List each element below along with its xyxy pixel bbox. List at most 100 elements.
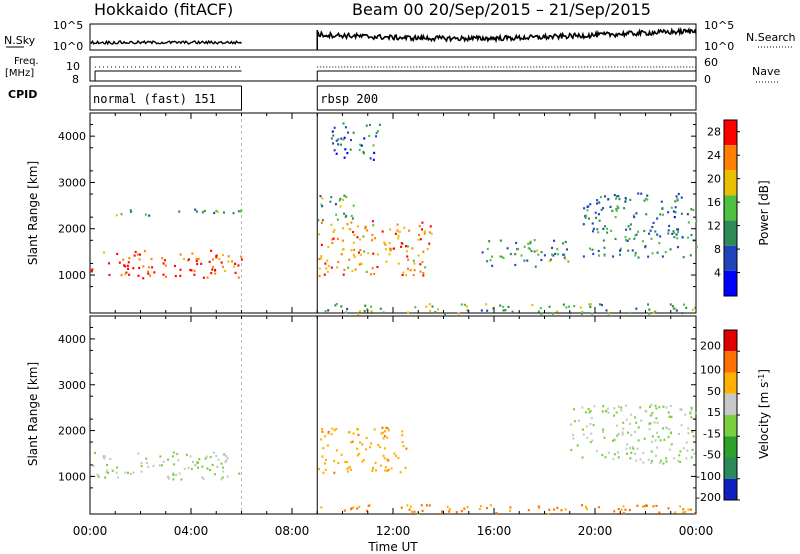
echo-cell bbox=[239, 210, 242, 213]
echo-cell bbox=[326, 444, 329, 447]
echo-cell bbox=[643, 437, 646, 440]
echo-cell bbox=[656, 431, 659, 434]
echo-cell bbox=[369, 157, 372, 160]
echo-cell bbox=[357, 312, 360, 316]
echo-cell bbox=[685, 441, 688, 444]
echo-cell bbox=[370, 305, 373, 308]
echo-cell bbox=[639, 406, 642, 409]
echo-cell bbox=[409, 505, 412, 508]
velocity-colorbar-cell bbox=[724, 330, 737, 352]
echo-cell bbox=[423, 232, 426, 235]
echo-cell bbox=[538, 506, 541, 509]
echo-cell bbox=[320, 506, 323, 509]
y-tick-label: 3000 bbox=[58, 379, 86, 392]
echo-cell bbox=[238, 472, 241, 475]
echo-cell bbox=[601, 453, 604, 457]
echo-cell bbox=[198, 458, 201, 461]
echo-cell bbox=[631, 249, 634, 252]
echo-cell bbox=[425, 305, 428, 308]
echo-cell bbox=[321, 197, 324, 200]
echo-cell bbox=[602, 239, 605, 242]
echo-cell bbox=[103, 455, 106, 458]
echo-cell bbox=[354, 268, 357, 271]
echo-cell bbox=[624, 404, 627, 407]
echo-cell bbox=[407, 311, 410, 314]
echo-cell bbox=[365, 436, 368, 440]
echo-cell bbox=[540, 250, 543, 254]
echo-cell bbox=[615, 197, 618, 200]
echo-cell bbox=[330, 196, 333, 199]
echo-cell bbox=[677, 459, 680, 463]
echo-cell bbox=[670, 443, 673, 446]
echo-cell bbox=[386, 469, 389, 473]
echo-cell bbox=[690, 233, 693, 237]
velocity-colorbar-cell bbox=[724, 372, 737, 394]
echo-cell bbox=[324, 435, 327, 438]
echo-cell bbox=[413, 269, 416, 272]
echo-cell bbox=[151, 266, 154, 269]
velocity-echoes bbox=[90, 403, 697, 516]
power-colorbar-cell bbox=[724, 245, 737, 271]
echo-cell bbox=[691, 308, 694, 311]
echo-cell bbox=[97, 475, 100, 478]
echo-cell bbox=[337, 461, 340, 465]
echo-cell bbox=[335, 427, 338, 430]
echo-cell bbox=[221, 466, 224, 469]
echo-cell bbox=[527, 242, 530, 246]
echo-cell bbox=[406, 267, 409, 270]
echo-cell bbox=[676, 237, 679, 240]
echo-cell bbox=[668, 428, 671, 431]
y-tick-label: 2000 bbox=[58, 425, 86, 438]
echo-cell bbox=[682, 447, 685, 450]
echo-cell bbox=[692, 435, 695, 438]
echo-cell bbox=[346, 467, 349, 470]
echo-cell bbox=[340, 453, 343, 456]
echo-cell bbox=[396, 223, 399, 226]
echo-cell bbox=[628, 508, 631, 512]
echo-cell bbox=[551, 246, 554, 250]
echo-cell bbox=[342, 227, 345, 230]
echo-cell bbox=[656, 233, 659, 236]
power-colorbar-frame bbox=[723, 119, 738, 297]
echo-cell bbox=[612, 255, 615, 258]
echo-cell bbox=[348, 228, 351, 231]
echo-cell bbox=[573, 420, 576, 423]
echo-cell bbox=[106, 463, 109, 467]
nsearch-label: N.Search bbox=[746, 31, 796, 44]
echo-cell bbox=[579, 306, 582, 309]
echo-cell bbox=[371, 220, 374, 223]
x-tick-label: 00:00 bbox=[73, 524, 108, 538]
echo-cell bbox=[617, 195, 620, 198]
echo-cell bbox=[332, 237, 335, 240]
colorbar-tick-label: -200 bbox=[696, 491, 721, 504]
echo-cell bbox=[664, 250, 667, 254]
echo-cell bbox=[346, 307, 349, 311]
echo-cell bbox=[592, 227, 595, 230]
echo-cell bbox=[129, 209, 132, 212]
echo-cell bbox=[372, 224, 375, 227]
echo-cell bbox=[448, 510, 451, 513]
echo-cell bbox=[352, 241, 355, 244]
echo-cell bbox=[237, 276, 240, 279]
echo-cell bbox=[182, 257, 185, 261]
echo-cell bbox=[428, 303, 431, 306]
x-tick-label: 20:00 bbox=[578, 524, 613, 538]
echo-cell bbox=[351, 217, 354, 220]
echo-cell bbox=[645, 197, 648, 200]
echo-cell bbox=[132, 267, 135, 270]
echo-cell bbox=[600, 303, 603, 307]
echo-cell bbox=[343, 268, 346, 272]
echo-cell bbox=[664, 426, 667, 429]
velocity-echo-region bbox=[569, 403, 697, 465]
echo-cell bbox=[401, 273, 404, 277]
echo-cell bbox=[384, 248, 387, 251]
echo-cell bbox=[615, 411, 618, 414]
echo-cell bbox=[210, 272, 213, 275]
echo-cell bbox=[411, 510, 414, 513]
echo-cell bbox=[652, 505, 655, 508]
echo-cell bbox=[650, 459, 653, 463]
echo-cell bbox=[616, 451, 619, 454]
echo-cell bbox=[363, 458, 366, 462]
echo-cell bbox=[448, 508, 451, 511]
echo-cell bbox=[671, 232, 674, 236]
